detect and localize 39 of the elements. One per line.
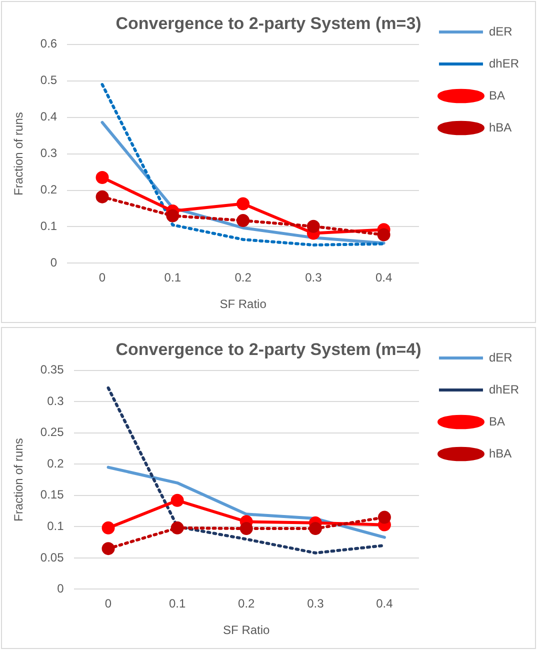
x-tick-label: 0.4: [376, 596, 394, 611]
y-tick-label: 0: [57, 582, 64, 596]
y-tick-label: 0.1: [47, 519, 64, 533]
legend-label: BA: [488, 414, 505, 428]
y-tick-label: 0.3: [47, 394, 64, 408]
y-tick-label: 0.3: [40, 146, 58, 160]
legend-label: dhER: [488, 382, 520, 396]
y-tick-label: 0.4: [40, 110, 58, 124]
x-tick-label: 0.3: [305, 270, 322, 285]
y-axis-title: Fraction of runs: [12, 112, 26, 196]
legend-label: dER: [488, 350, 513, 364]
y-tick-label: 0.25: [40, 425, 64, 440]
y-tick-label: 0.35: [40, 362, 64, 377]
x-tick-label: 0.1: [168, 596, 186, 611]
chart-title: Convergence to 2-party System (m=4): [116, 340, 422, 359]
y-tick-label: 0.1: [40, 219, 58, 234]
legend-label: hBA: [488, 446, 512, 460]
y-tick-label: 0.15: [40, 488, 64, 502]
x-tick-label: 0.1: [164, 270, 182, 285]
x-axis-title: SF Ratio: [220, 297, 267, 312]
y-tick-label: 0.2: [47, 456, 64, 470]
x-tick-label: 0.4: [375, 270, 392, 285]
x-axis-title: SF Ratio: [223, 623, 270, 638]
legend-label: hBA: [488, 120, 512, 134]
y-tick-label: 0.5: [40, 73, 58, 88]
x-tick-label: 0.2: [238, 596, 256, 611]
chart-title: Convergence to 2-party System (m=3): [116, 14, 422, 33]
legend-label: dhER: [488, 56, 520, 70]
y-tick-label: 0.2: [40, 182, 58, 197]
y-tick-label: 0.6: [40, 36, 58, 51]
legend-label: BA: [488, 88, 505, 102]
x-tick-label: 0: [104, 596, 112, 611]
y-tick-label: 0: [50, 256, 58, 270]
y-axis-title: Fraction of runs: [12, 438, 26, 522]
y-tick-label: 0.05: [40, 550, 64, 564]
x-tick-label: 0: [98, 270, 106, 285]
x-tick-label: 0.3: [307, 596, 324, 611]
x-tick-label: 0.2: [234, 270, 252, 285]
legend-label: dER: [488, 24, 513, 38]
